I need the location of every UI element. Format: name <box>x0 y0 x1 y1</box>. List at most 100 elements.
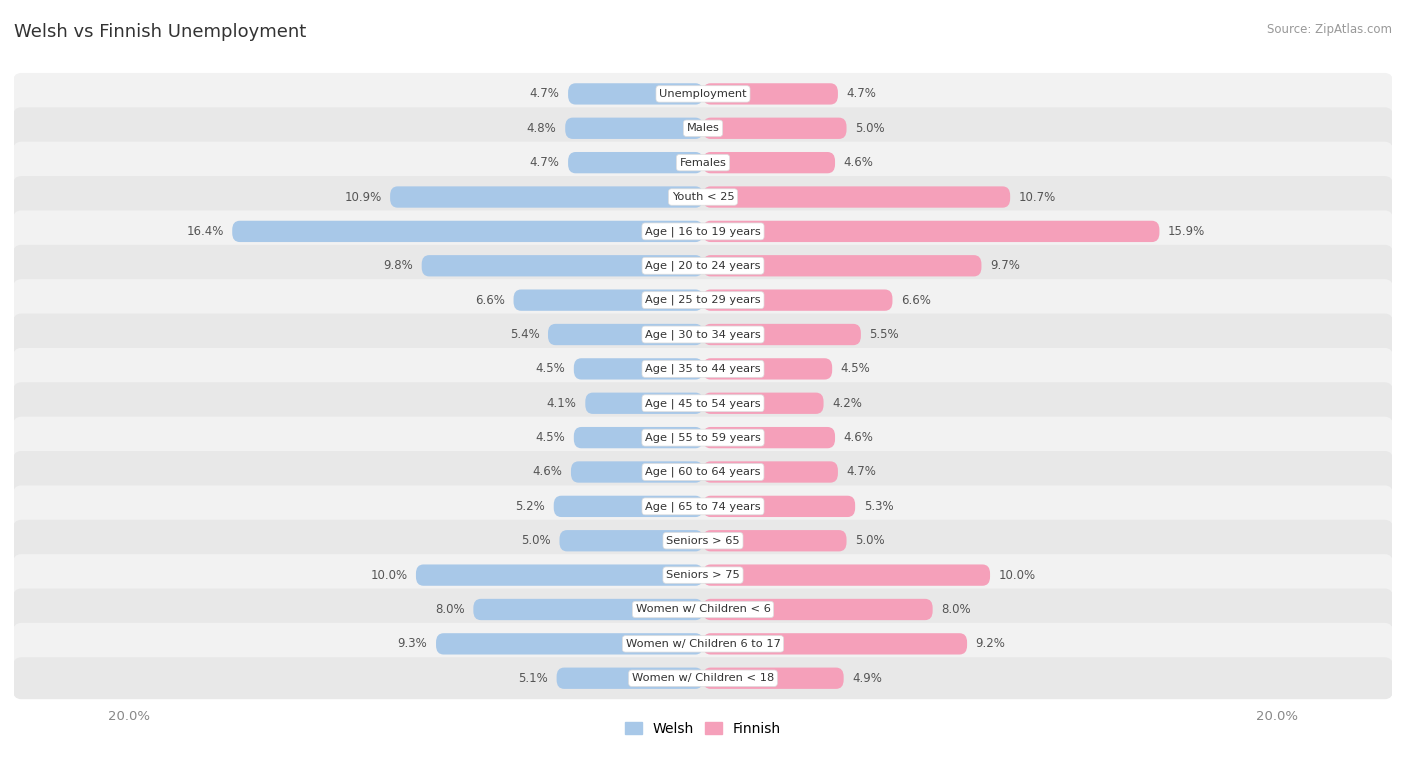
FancyBboxPatch shape <box>13 210 1393 252</box>
FancyBboxPatch shape <box>568 83 703 104</box>
FancyBboxPatch shape <box>703 633 967 655</box>
Text: Age | 55 to 59 years: Age | 55 to 59 years <box>645 432 761 443</box>
FancyBboxPatch shape <box>703 358 832 379</box>
Text: 5.3%: 5.3% <box>863 500 893 513</box>
Text: Welsh vs Finnish Unemployment: Welsh vs Finnish Unemployment <box>14 23 307 41</box>
FancyBboxPatch shape <box>560 530 703 551</box>
Text: 10.0%: 10.0% <box>998 569 1036 581</box>
Text: 5.0%: 5.0% <box>522 534 551 547</box>
FancyBboxPatch shape <box>13 623 1393 665</box>
FancyBboxPatch shape <box>554 496 703 517</box>
Text: 5.5%: 5.5% <box>869 328 898 341</box>
Text: Age | 60 to 64 years: Age | 60 to 64 years <box>645 467 761 477</box>
FancyBboxPatch shape <box>416 565 703 586</box>
Text: Women w/ Children < 6: Women w/ Children < 6 <box>636 605 770 615</box>
Text: 4.2%: 4.2% <box>832 397 862 410</box>
Text: Age | 45 to 54 years: Age | 45 to 54 years <box>645 398 761 409</box>
FancyBboxPatch shape <box>585 393 703 414</box>
Text: 8.0%: 8.0% <box>434 603 465 616</box>
Text: 4.6%: 4.6% <box>844 156 873 169</box>
Text: Age | 20 to 24 years: Age | 20 to 24 years <box>645 260 761 271</box>
Text: 4.5%: 4.5% <box>536 431 565 444</box>
Text: 9.7%: 9.7% <box>990 259 1019 273</box>
FancyBboxPatch shape <box>574 358 703 379</box>
Legend: Welsh, Finnish: Welsh, Finnish <box>620 716 786 742</box>
Text: 4.1%: 4.1% <box>547 397 576 410</box>
FancyBboxPatch shape <box>13 107 1393 149</box>
FancyBboxPatch shape <box>13 348 1393 390</box>
Text: 4.6%: 4.6% <box>533 466 562 478</box>
FancyBboxPatch shape <box>703 427 835 448</box>
FancyBboxPatch shape <box>13 657 1393 699</box>
FancyBboxPatch shape <box>703 393 824 414</box>
Text: 8.0%: 8.0% <box>941 603 972 616</box>
FancyBboxPatch shape <box>13 279 1393 321</box>
FancyBboxPatch shape <box>389 186 703 207</box>
FancyBboxPatch shape <box>13 176 1393 218</box>
FancyBboxPatch shape <box>703 117 846 139</box>
Text: 5.0%: 5.0% <box>855 534 884 547</box>
Text: Seniors > 75: Seniors > 75 <box>666 570 740 580</box>
Text: 16.4%: 16.4% <box>186 225 224 238</box>
FancyBboxPatch shape <box>703 496 855 517</box>
Text: 10.7%: 10.7% <box>1019 191 1056 204</box>
FancyBboxPatch shape <box>574 427 703 448</box>
FancyBboxPatch shape <box>474 599 703 620</box>
FancyBboxPatch shape <box>13 554 1393 596</box>
FancyBboxPatch shape <box>13 451 1393 493</box>
FancyBboxPatch shape <box>13 73 1393 115</box>
FancyBboxPatch shape <box>13 588 1393 631</box>
FancyBboxPatch shape <box>13 520 1393 562</box>
Text: Males: Males <box>686 123 720 133</box>
Text: Age | 35 to 44 years: Age | 35 to 44 years <box>645 363 761 374</box>
Text: Females: Females <box>679 157 727 167</box>
Text: Age | 25 to 29 years: Age | 25 to 29 years <box>645 295 761 305</box>
Text: 4.7%: 4.7% <box>846 87 876 101</box>
FancyBboxPatch shape <box>13 382 1393 424</box>
FancyBboxPatch shape <box>565 117 703 139</box>
FancyBboxPatch shape <box>703 599 932 620</box>
Text: 4.8%: 4.8% <box>527 122 557 135</box>
FancyBboxPatch shape <box>557 668 703 689</box>
Text: 10.9%: 10.9% <box>344 191 381 204</box>
Text: Age | 16 to 19 years: Age | 16 to 19 years <box>645 226 761 237</box>
Text: 4.5%: 4.5% <box>536 363 565 375</box>
FancyBboxPatch shape <box>703 461 838 483</box>
Text: Seniors > 65: Seniors > 65 <box>666 536 740 546</box>
Text: 5.2%: 5.2% <box>516 500 546 513</box>
FancyBboxPatch shape <box>13 416 1393 459</box>
FancyBboxPatch shape <box>13 313 1393 356</box>
FancyBboxPatch shape <box>703 83 838 104</box>
Text: 4.7%: 4.7% <box>530 87 560 101</box>
Text: Unemployment: Unemployment <box>659 89 747 99</box>
FancyBboxPatch shape <box>703 255 981 276</box>
FancyBboxPatch shape <box>13 142 1393 184</box>
FancyBboxPatch shape <box>703 668 844 689</box>
Text: 9.3%: 9.3% <box>398 637 427 650</box>
Text: 5.1%: 5.1% <box>519 671 548 685</box>
Text: 6.6%: 6.6% <box>475 294 505 307</box>
FancyBboxPatch shape <box>703 289 893 311</box>
FancyBboxPatch shape <box>568 152 703 173</box>
FancyBboxPatch shape <box>703 152 835 173</box>
FancyBboxPatch shape <box>232 221 703 242</box>
Text: 4.5%: 4.5% <box>841 363 870 375</box>
Text: 9.2%: 9.2% <box>976 637 1005 650</box>
Text: 4.7%: 4.7% <box>846 466 876 478</box>
Text: 4.7%: 4.7% <box>530 156 560 169</box>
FancyBboxPatch shape <box>703 565 990 586</box>
FancyBboxPatch shape <box>13 485 1393 528</box>
Text: 10.0%: 10.0% <box>370 569 408 581</box>
Text: 5.0%: 5.0% <box>855 122 884 135</box>
Text: 5.4%: 5.4% <box>509 328 540 341</box>
FancyBboxPatch shape <box>13 245 1393 287</box>
FancyBboxPatch shape <box>571 461 703 483</box>
Text: 15.9%: 15.9% <box>1168 225 1205 238</box>
Text: Youth < 25: Youth < 25 <box>672 192 734 202</box>
Text: 4.6%: 4.6% <box>844 431 873 444</box>
FancyBboxPatch shape <box>703 530 846 551</box>
Text: Source: ZipAtlas.com: Source: ZipAtlas.com <box>1267 23 1392 36</box>
Text: Age | 30 to 34 years: Age | 30 to 34 years <box>645 329 761 340</box>
Text: 6.6%: 6.6% <box>901 294 931 307</box>
FancyBboxPatch shape <box>548 324 703 345</box>
